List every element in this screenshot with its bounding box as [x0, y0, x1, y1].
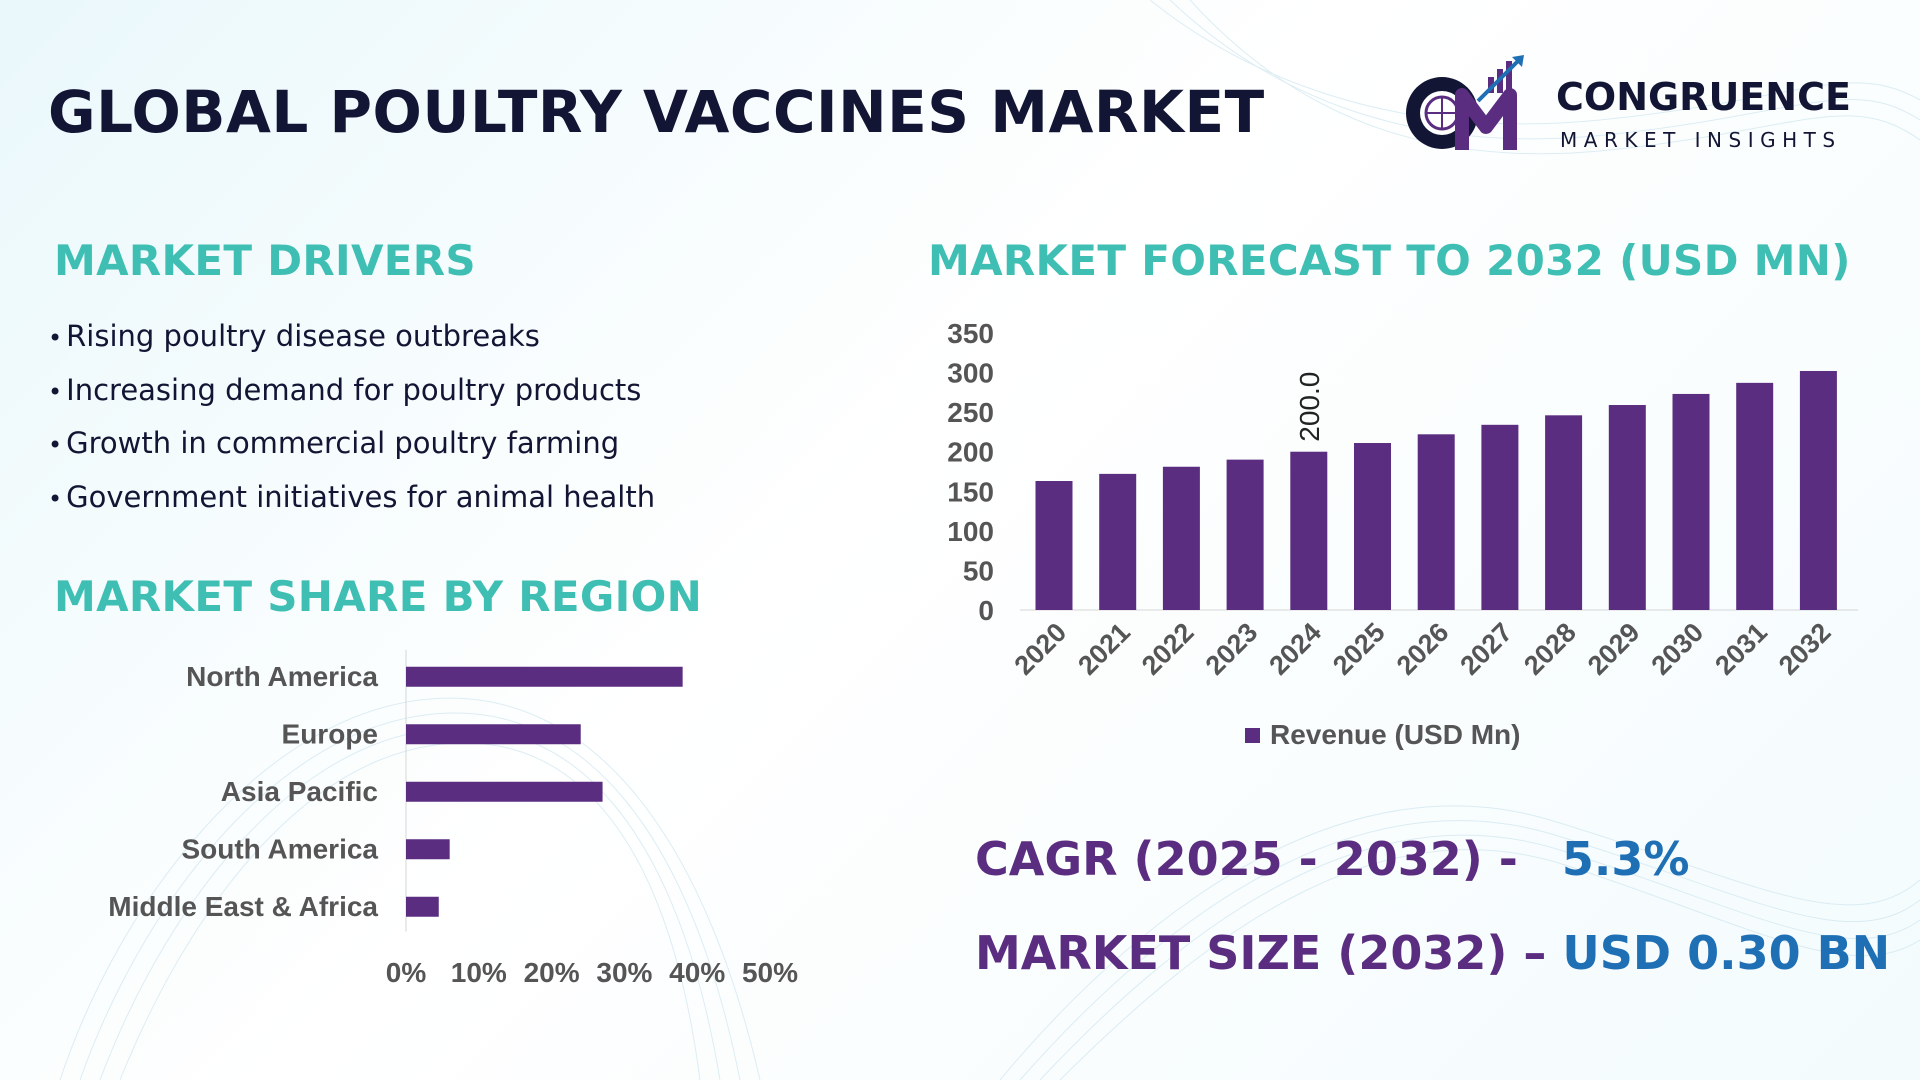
market-size-stat: MARKET SIZE (2032) – USD 0.30 BN [975, 926, 1890, 980]
y-tick-label: 350 [947, 318, 994, 349]
company-logo: CONGRUENCE MARKET INSIGHTS [1400, 55, 1870, 165]
region-share-chart: North America Europe Asia Pacific South Ame… [108, 650, 798, 988]
bar [1417, 434, 1455, 610]
x-tick-label: 2026 [1391, 617, 1455, 681]
bar [406, 666, 683, 687]
category-label: South America [181, 833, 378, 864]
logo-mark-icon [1406, 55, 1524, 150]
category-label: Asia Pacific [221, 776, 378, 807]
region-chart-title: MARKET SHARE BY REGION [54, 572, 703, 621]
x-tick-label: 2023 [1200, 617, 1264, 681]
drivers-heading: MARKET DRIVERS [54, 236, 476, 285]
category-label: Middle East & Africa [108, 891, 378, 922]
bar [1162, 466, 1200, 610]
y-tick-label: 0 [978, 595, 994, 626]
bar [1481, 424, 1519, 610]
y-tick-label: 300 [947, 358, 994, 389]
x-tick-label: 2025 [1327, 617, 1391, 681]
x-tick-label: 20% [524, 957, 580, 988]
driver-item: Government initiatives for animal health [48, 471, 655, 525]
x-tick-label: 2020 [1009, 617, 1073, 681]
x-tick-label: 30% [596, 957, 652, 988]
logo-name: CONGRUENCE [1556, 75, 1851, 119]
x-tick-label: 10% [451, 957, 507, 988]
x-tick-label: 50% [742, 957, 798, 988]
bar [406, 724, 581, 745]
x-tick-label: 2027 [1454, 617, 1518, 681]
driver-item: Growth in commercial poultry farming [48, 417, 655, 471]
x-tick-label: 2022 [1136, 617, 1200, 681]
legend-label: Revenue (USD Mn) [1270, 719, 1520, 750]
bar [1608, 405, 1646, 610]
y-tick-label: 50 [963, 555, 994, 586]
market-size-label: MARKET SIZE (2032) – [975, 926, 1547, 980]
x-tick-label: 0% [386, 957, 427, 988]
bar [1799, 370, 1837, 610]
y-tick-label: 200 [947, 437, 994, 468]
driver-item: Rising poultry disease outbreaks [48, 310, 655, 364]
bar [1226, 459, 1264, 610]
category-label: North America [186, 661, 378, 692]
logo-tagline: MARKET INSIGHTS [1560, 128, 1842, 152]
bar [406, 781, 603, 802]
x-tick-label: 2024 [1263, 617, 1327, 681]
bar [1545, 415, 1583, 610]
bar [1099, 473, 1137, 610]
drivers-list: Rising poultry disease outbreaks Increas… [48, 310, 655, 524]
driver-item: Increasing demand for poultry products [48, 364, 655, 418]
x-tick-label: 40% [669, 957, 725, 988]
cagr-stat: CAGR (2025 - 2032) - 5.3% [975, 832, 1689, 886]
bar [406, 839, 450, 860]
cagr-value: 5.3% [1561, 832, 1690, 886]
x-tick-label: 2031 [1709, 617, 1773, 681]
bar [406, 896, 439, 917]
x-tick-label: 2029 [1582, 617, 1646, 681]
x-tick-label: 2021 [1072, 617, 1136, 681]
cagr-label: CAGR (2025 - 2032) - [975, 832, 1518, 886]
bar [1035, 480, 1073, 610]
legend-swatch [1245, 728, 1260, 743]
page-title: GLOBAL POULTRY VACCINES MARKET [48, 78, 1265, 146]
category-label: Europe [282, 718, 378, 749]
bar [1736, 382, 1774, 610]
bar [1290, 451, 1328, 610]
bar [1354, 443, 1391, 610]
x-tick-label: 2030 [1646, 617, 1710, 681]
forecast-chart-title: MARKET FORECAST TO 2032 (USD MN) [928, 236, 1851, 285]
x-tick-label: 2028 [1518, 617, 1582, 681]
data-label: 200.0 [1294, 372, 1325, 442]
y-tick-label: 100 [947, 516, 994, 547]
y-tick-label: 250 [947, 397, 994, 428]
y-tick-label: 150 [947, 476, 994, 507]
bar [1672, 393, 1710, 610]
x-tick-label: 2032 [1773, 617, 1837, 681]
market-size-value: USD 0.30 BN [1562, 926, 1891, 980]
